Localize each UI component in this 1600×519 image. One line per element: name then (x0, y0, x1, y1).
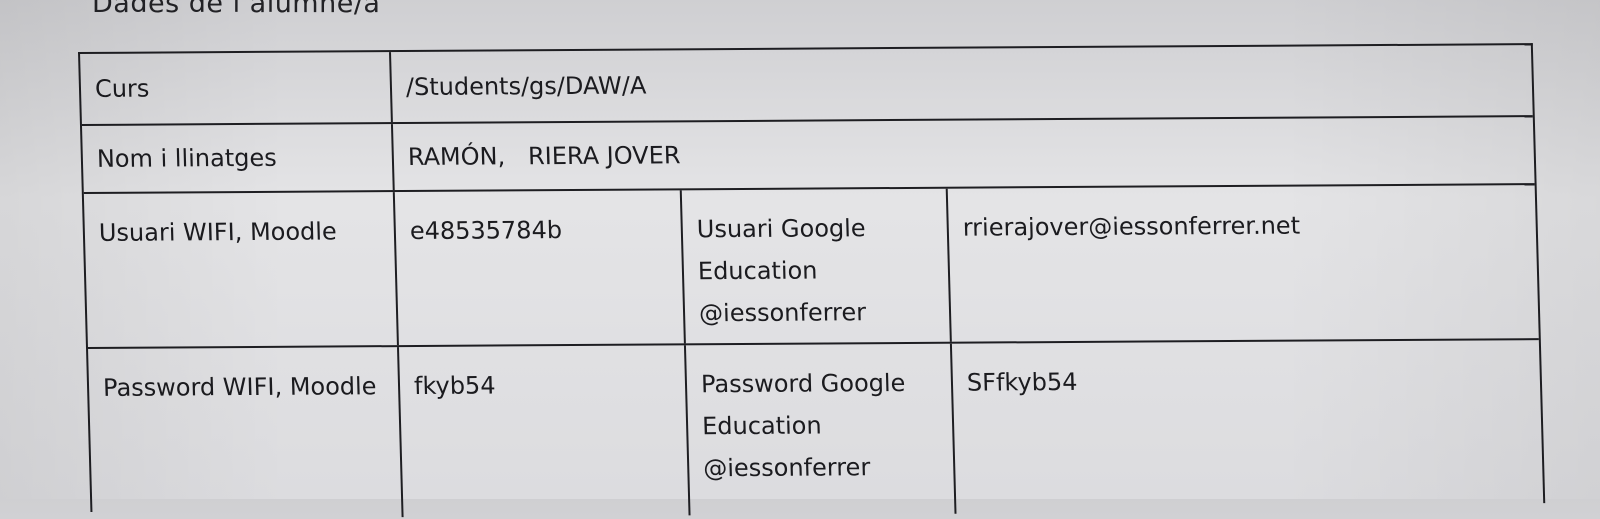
curs-label: Curs (80, 52, 393, 124)
table-row-nom: Nom i llinatges RAMÓN, RIERA JOVER (82, 117, 1535, 194)
curs-value: /Students/gs/DAW/A (405, 71, 647, 102)
usuari-value: e48535784b (394, 190, 686, 346)
password-label: Password WIFI, Moodle (88, 347, 404, 519)
table-row-password: Password WIFI, Moodle fkyb54 Password Go… (88, 340, 1543, 519)
nom-label: Nom i llinatges (82, 124, 395, 192)
usuari-google-value: rrierajover@iessonferrer.net (962, 211, 1301, 242)
password-google-value: SFfkyb54 (966, 367, 1078, 397)
table-row-curs: Curs /Students/gs/DAW/A (80, 45, 1533, 126)
table-row-usuari: Usuari WIFI, Moodle e48535784b Usuari Go… (83, 185, 1539, 349)
nom-value: RAMÓN, RIERA JOVER (407, 141, 681, 172)
student-data-table: Curs /Students/gs/DAW/A Nom i llinatges … (78, 43, 1546, 519)
section-heading: Dades de l’alumne/a (92, 0, 381, 19)
password-value: fkyb54 (398, 345, 691, 518)
password-google-label: Password Google Education @iessonferrer (685, 343, 957, 516)
usuari-label: Usuari WIFI, Moodle (83, 192, 399, 347)
usuari-google-label: Usuari Google Education @iessonferrer (681, 188, 952, 344)
